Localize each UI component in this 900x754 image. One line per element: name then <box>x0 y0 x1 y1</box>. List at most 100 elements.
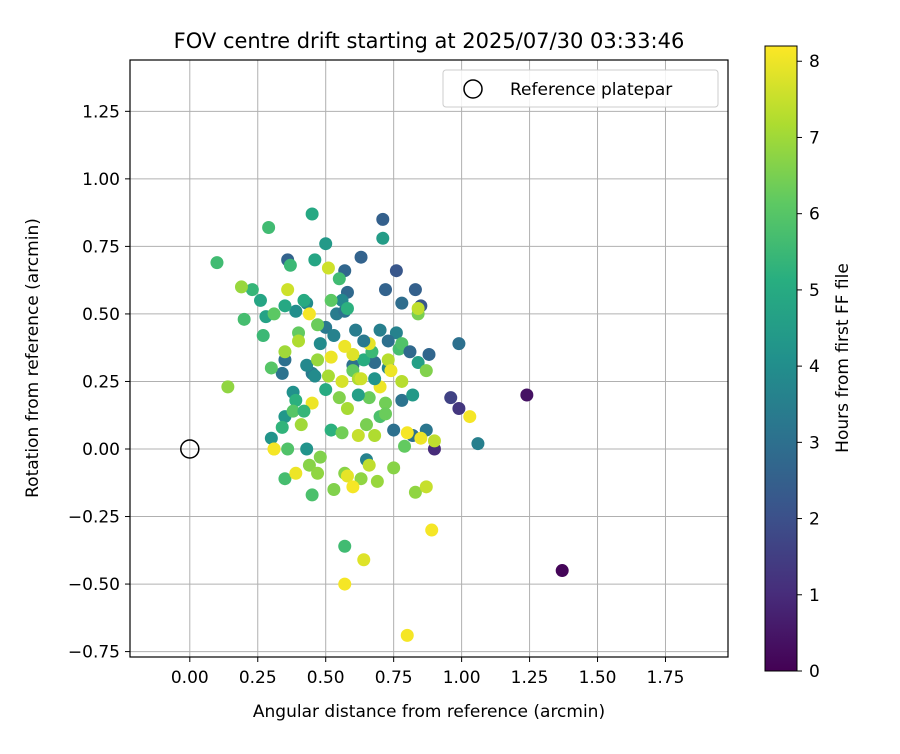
data-point <box>289 304 303 318</box>
data-point <box>387 461 401 475</box>
data-point <box>297 293 311 307</box>
colorbar-tick-label: 5 <box>809 281 820 301</box>
data-point <box>349 323 363 337</box>
data-point <box>221 380 235 394</box>
y-tick-label: −0.50 <box>68 575 120 595</box>
data-point <box>422 347 436 361</box>
data-point <box>452 337 466 351</box>
data-point <box>234 280 248 294</box>
data-point <box>275 366 289 380</box>
x-tick-label: 0.75 <box>375 668 413 688</box>
data-point <box>305 207 319 221</box>
x-axis-ticks: 0.00 0.25 0.50 0.75 1.00 1.25 1.50 1.75 <box>171 657 685 688</box>
data-point <box>381 334 395 348</box>
data-point <box>335 374 349 388</box>
data-point <box>400 426 414 440</box>
x-tick-label: 1.75 <box>647 668 685 688</box>
data-point <box>427 434 441 448</box>
data-point <box>308 369 322 383</box>
x-tick-label: 0.25 <box>239 668 277 688</box>
data-point <box>368 372 382 386</box>
data-point <box>278 299 292 313</box>
data-point <box>346 480 360 494</box>
data-point <box>324 293 338 307</box>
legend-box <box>442 69 719 108</box>
data-point <box>264 431 278 445</box>
data-point <box>354 472 368 486</box>
data-point <box>313 337 327 351</box>
data-point <box>395 374 409 388</box>
data-point <box>245 283 259 297</box>
data-point <box>368 428 382 442</box>
data-point <box>425 523 439 537</box>
y-tick-label: 0.50 <box>82 305 120 325</box>
data-point <box>332 391 346 405</box>
data-point <box>319 237 333 251</box>
data-point <box>408 485 422 499</box>
data-point <box>408 283 422 297</box>
data-point <box>210 256 224 270</box>
data-point <box>253 293 267 307</box>
colorbar-tick-label: 4 <box>809 357 820 377</box>
data-point <box>411 302 425 316</box>
data-point <box>395 393 409 407</box>
colorbar-tick-label: 3 <box>809 433 820 453</box>
colorbar-tick-label: 8 <box>809 52 820 72</box>
data-point <box>327 329 341 343</box>
x-tick-label: 1.50 <box>579 668 617 688</box>
data-point <box>340 469 354 483</box>
colorbar-tick-label: 0 <box>809 662 820 682</box>
data-point <box>384 364 398 378</box>
x-tick-label: 1.25 <box>511 668 549 688</box>
x-tick-label: 0.00 <box>171 668 209 688</box>
data-point <box>324 423 338 437</box>
colorbar-tick-label: 1 <box>809 586 820 606</box>
data-point <box>297 404 311 418</box>
data-point <box>283 258 297 272</box>
reference-marker <box>180 439 200 459</box>
data-point <box>370 474 384 488</box>
data-point <box>414 431 428 445</box>
data-point <box>308 253 322 267</box>
data-point <box>351 428 365 442</box>
colorbar: 0 1 2 3 4 5 6 7 8 Hours from first FF file <box>764 45 853 682</box>
legend: Reference platepar <box>442 69 719 108</box>
data-point <box>359 418 373 432</box>
data-point <box>313 450 327 464</box>
data-points <box>210 207 569 642</box>
data-point <box>368 356 382 370</box>
data-point <box>379 283 393 297</box>
data-point <box>292 334 306 348</box>
data-point <box>387 423 401 437</box>
colorbar-ticks: 0 1 2 3 4 5 6 7 8 <box>797 52 820 682</box>
data-point <box>305 396 319 410</box>
x-tick-label: 0.50 <box>307 668 345 688</box>
data-point <box>300 358 314 372</box>
legend-reference-icon <box>463 79 483 99</box>
data-point <box>398 439 412 453</box>
data-point <box>346 347 360 361</box>
data-point <box>278 472 292 486</box>
grid-lines <box>130 60 728 657</box>
data-point <box>264 361 278 375</box>
data-point <box>302 458 316 472</box>
x-axis-label: Angular distance from reference (arcmin) <box>253 702 605 722</box>
data-point <box>389 326 403 340</box>
data-point <box>463 410 477 424</box>
data-point <box>324 350 338 364</box>
data-point <box>267 442 281 456</box>
colorbar-label: Hours from first FF file <box>833 263 853 453</box>
data-point <box>327 483 341 497</box>
y-tick-label: −0.25 <box>68 508 120 528</box>
data-point <box>289 393 303 407</box>
y-tick-label: −0.75 <box>68 643 120 663</box>
data-point <box>354 372 368 386</box>
data-point <box>452 401 466 415</box>
legend-label: Reference platepar <box>510 80 672 100</box>
data-point <box>294 418 308 432</box>
data-point <box>376 212 390 226</box>
data-point <box>237 312 251 326</box>
data-point <box>357 353 371 367</box>
